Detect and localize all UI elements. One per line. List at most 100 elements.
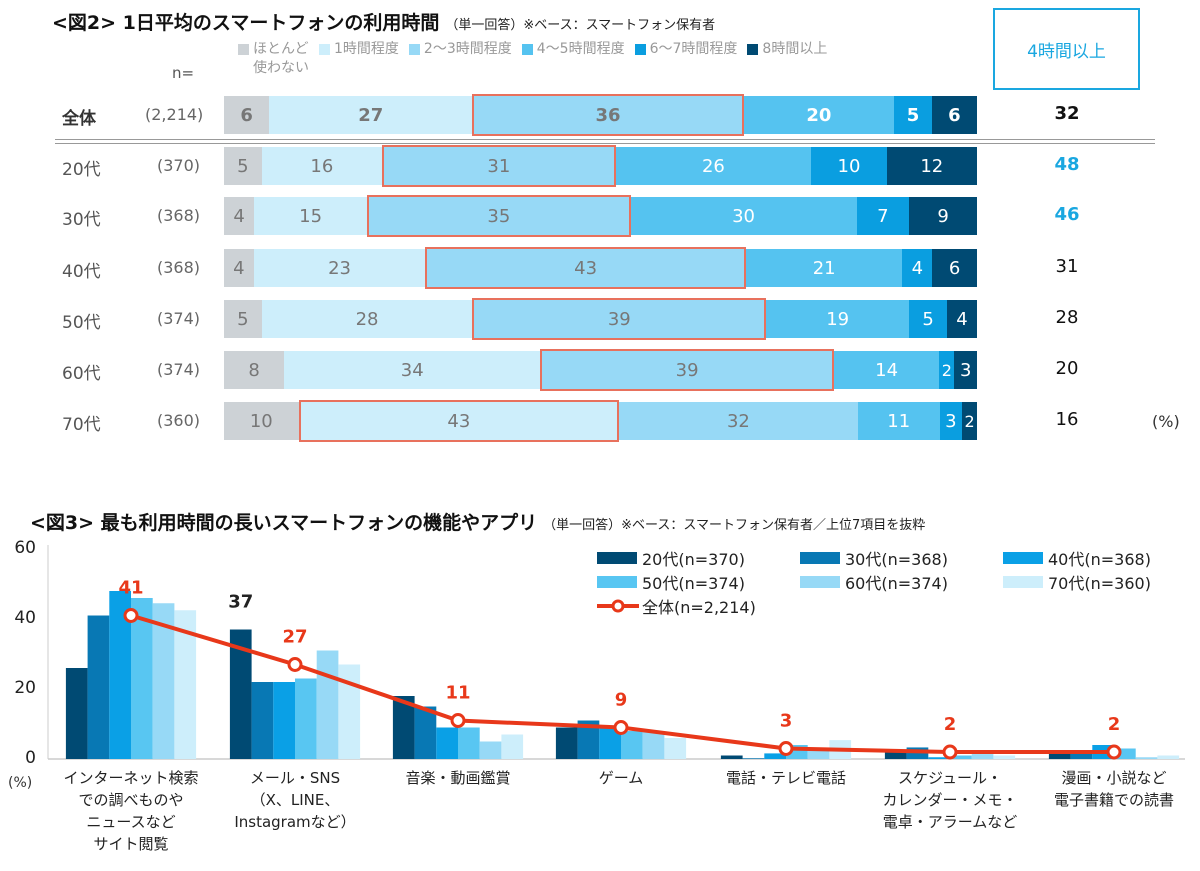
legend-swatch xyxy=(597,576,637,588)
bar-60代(n=374) xyxy=(152,603,175,759)
bar-segment: 4 xyxy=(224,249,254,287)
bar-50代(n=374) xyxy=(131,598,153,759)
bar-segment: 39 xyxy=(540,351,834,389)
fig3-y-unit: (%) xyxy=(8,775,33,791)
overall-value-label: 41 xyxy=(118,578,143,599)
category-label: 漫画・小説など 電子書籍での読書 xyxy=(1053,769,1174,809)
fig2-unit: (%) xyxy=(1152,412,1180,431)
fig2-subtitle: （単一回答）※ベース：スマートフォン保有者 xyxy=(445,18,716,33)
legend-item: 1時間程度 xyxy=(319,40,399,78)
bar-segment: 8 xyxy=(224,351,285,389)
bar-segment: 14 xyxy=(833,351,940,389)
row-label: 40代 xyxy=(62,262,101,282)
bar-50代(n=374) xyxy=(458,727,480,759)
legend-item-overall: 全体(n=2,214) xyxy=(597,594,756,618)
bar-segment: 11 xyxy=(857,402,940,440)
bar-segment: 9 xyxy=(909,197,977,235)
bar-20代(n=370) xyxy=(65,668,88,759)
bar-70代(n=360) xyxy=(501,734,524,759)
row-label: 50代 xyxy=(62,313,101,333)
bar-segment: 6 xyxy=(931,96,977,134)
bar-20代(n=370) xyxy=(884,752,907,759)
bar-50代(n=374) xyxy=(950,755,972,759)
row-n: (368) xyxy=(157,258,201,277)
bar-segment: 4 xyxy=(946,300,977,338)
bar-30代(n=368) xyxy=(742,758,765,759)
row-label: 全体 xyxy=(62,109,96,129)
4h-plus-header-box: 4時間以上 xyxy=(993,8,1140,90)
legend-label: 8時間以上 xyxy=(762,41,828,57)
legend-label: 2～3時間程度 xyxy=(423,41,512,57)
bar-40代(n=368) xyxy=(764,753,786,759)
bar-40代(n=368) xyxy=(599,727,621,759)
bar-30代(n=368) xyxy=(1070,752,1093,759)
bar-segment: 5 xyxy=(894,96,932,134)
total-4h-plus: 46 xyxy=(1054,204,1080,225)
bar-segment: 23 xyxy=(253,249,426,287)
legend-label: ほとんど 使わない xyxy=(253,41,309,76)
total-4h-plus: 32 xyxy=(1054,103,1080,124)
bar-segment: 7 xyxy=(856,197,910,235)
bar-segment: 5 xyxy=(224,147,262,185)
total-4h-plus: 16 xyxy=(1055,409,1079,430)
bar-segment: 10 xyxy=(224,402,299,440)
legend-label: 40代(n=368) xyxy=(1048,550,1151,569)
row-n: (374) xyxy=(157,309,201,328)
overall-value-label: 3 xyxy=(780,711,793,732)
legend-label: 全体(n=2,214) xyxy=(642,598,756,617)
row-label: 60代 xyxy=(62,364,101,384)
bar-20代(n=370) xyxy=(229,629,252,759)
bar-40代(n=368) xyxy=(109,591,131,759)
overall-value-label: 2 xyxy=(944,714,957,735)
total-4h-plus: 48 xyxy=(1054,154,1080,175)
bar-20代(n=370) xyxy=(1048,753,1071,759)
fig3-title-text: <図3> 最も利用時間の長いスマートフォンの機能やアプリ xyxy=(30,512,538,534)
total-4h-plus: 28 xyxy=(1055,307,1079,328)
bar-segment: 27 xyxy=(269,96,473,134)
bar-segment: 28 xyxy=(261,300,473,338)
overall-value-label: 9 xyxy=(615,690,628,711)
row-label: 30代 xyxy=(62,210,101,230)
bar-60代(n=374) xyxy=(807,748,830,759)
row-label: 20代 xyxy=(62,160,101,180)
bar-segment: 31 xyxy=(382,147,616,185)
bar-segment: 32 xyxy=(619,402,858,440)
legend-item: ほとんど 使わない xyxy=(238,40,309,78)
bar-segment: 39 xyxy=(472,300,767,338)
bar-40代(n=368) xyxy=(928,757,950,759)
bar-20代(n=370) xyxy=(555,727,578,759)
fig3-subtitle: （単一回答）※ベース：スマートフォン保有者／上位7項目を抜粋 xyxy=(543,518,926,533)
bar-30代(n=368) xyxy=(251,682,274,759)
bar-segment: 36 xyxy=(472,96,744,134)
bar-segment: 35 xyxy=(367,197,631,235)
legend-label: 50代(n=374) xyxy=(642,574,745,593)
legend-swatch xyxy=(238,44,249,55)
legend-label: 70代(n=360) xyxy=(1048,574,1151,593)
legend-item: 8時間以上 xyxy=(747,40,827,78)
total-4h-plus: 31 xyxy=(1055,256,1079,277)
legend-swatch xyxy=(634,44,646,55)
bar-segment: 34 xyxy=(284,351,541,389)
bar-segment: 3 xyxy=(954,351,977,389)
legend-item: 20代(n=370) xyxy=(597,546,745,570)
y-tick-label: 60 xyxy=(14,538,36,558)
bar-40代(n=368) xyxy=(273,682,295,759)
bar-70代(n=360) xyxy=(664,738,687,759)
bar-50代(n=374) xyxy=(621,731,643,759)
legend-item: 40代(n=368) xyxy=(1003,546,1151,570)
category-label: スケジュール・ カレンダー・メモ・ 電卓・アラームなど xyxy=(882,769,1018,831)
legend-swatch xyxy=(1003,576,1043,588)
y-tick-label: 40 xyxy=(14,608,36,628)
legend-item: 2～3時間程度 xyxy=(408,40,512,78)
legend-label: 60代(n=374) xyxy=(845,574,948,593)
legend-swatch xyxy=(800,552,840,564)
legend-label: 20代(n=370) xyxy=(642,550,745,569)
legend-swatch xyxy=(597,552,637,564)
bar-40代(n=368) xyxy=(436,727,458,759)
overall-point xyxy=(942,744,958,760)
legend-swatch xyxy=(747,44,759,55)
y-tick-label: 0 xyxy=(25,748,36,768)
separator-line xyxy=(55,139,1155,144)
